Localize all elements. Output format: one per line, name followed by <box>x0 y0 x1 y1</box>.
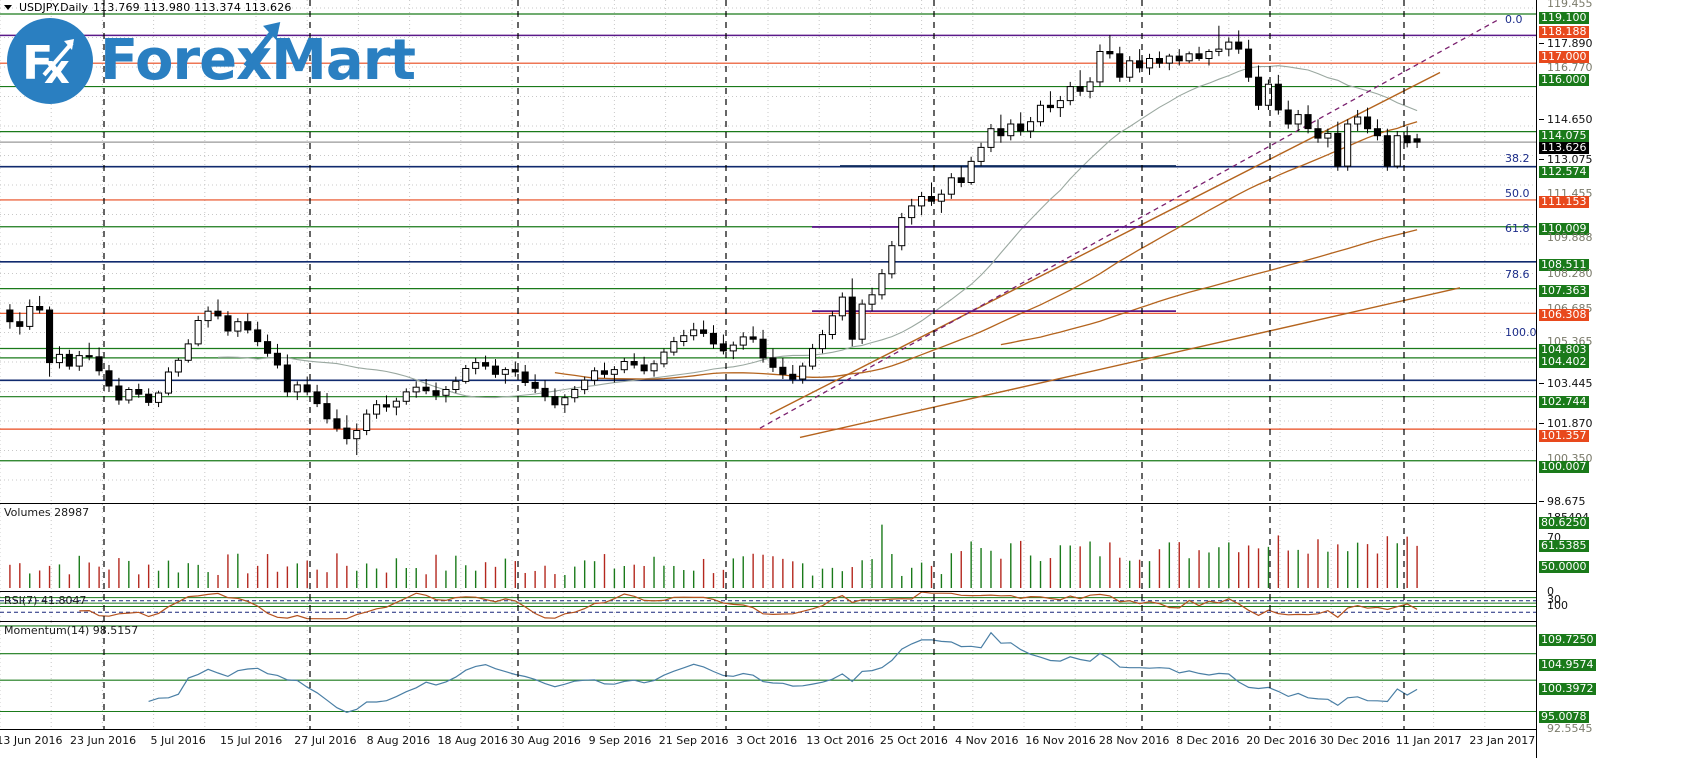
date-label: 23 Jan 2017 <box>1469 734 1536 747</box>
price-tick: 116.770 <box>1547 61 1593 74</box>
rsi-panel-title: RSI(7) 41.8047 <box>4 594 87 607</box>
price-tick: 0 <box>1547 585 1554 598</box>
price-tick: 113.075 <box>1539 154 1595 166</box>
rsi-chart-canvas[interactable] <box>0 592 1536 621</box>
date-label: 5 Jul 2016 <box>150 734 206 747</box>
price-tick: 106.308 <box>1539 308 1589 321</box>
price-tick: 116.000 <box>1539 73 1589 86</box>
date-label: 16 Nov 2016 <box>1025 734 1096 747</box>
date-label: 21 Sep 2016 <box>658 734 729 747</box>
price-tick: 112.574 <box>1539 165 1589 178</box>
price-tick: 61.5385 <box>1539 539 1589 552</box>
date-label: 30 Aug 2016 <box>510 734 581 747</box>
price-tick: 109.888 <box>1547 231 1593 244</box>
price-tick: 80.6250 <box>1539 516 1589 529</box>
price-tick: 117.890 <box>1539 38 1595 50</box>
price-tick: 50.0000 <box>1539 560 1589 573</box>
price-tick: 30 <box>1547 593 1561 606</box>
date-label: 30 Dec 2016 <box>1319 734 1391 747</box>
ohlc-values: 113.769 113.980 113.374 113.626 <box>92 0 292 14</box>
price-tick: 103.445 <box>1539 378 1595 390</box>
price-tick: 119.455 <box>1547 0 1593 10</box>
fibonacci-level-label: 50.0 <box>1505 187 1530 200</box>
price-tick: 104.9574 <box>1539 658 1596 671</box>
price-tick: 92.5545 <box>1547 722 1593 735</box>
fibonacci-level-label: 100.0 <box>1505 326 1537 339</box>
price-tick: 104.402 <box>1539 355 1589 368</box>
price-tick: 98.675 <box>1539 496 1588 508</box>
date-label: 11 Jan 2017 <box>1395 734 1462 747</box>
time-scale[interactable]: 13 Jun 2016 23 Jun 2016 5 Jul 2016 15 Jul 2… <box>0 729 1536 758</box>
date-label: 4 Nov 2016 <box>955 734 1019 747</box>
price-panel[interactable] <box>0 0 1536 503</box>
date-label: 13 Oct 2016 <box>806 734 875 747</box>
price-tick: 111.153 <box>1539 195 1589 208</box>
date-label: 8 Dec 2016 <box>1176 734 1240 747</box>
price-tick: 118.188 <box>1539 25 1589 38</box>
price-tick: 104.803 <box>1539 343 1589 356</box>
price-scale[interactable]: 119.455 119.100 118.188 117.890 117.000 116.7… <box>1536 0 1689 758</box>
date-label: 18 Aug 2016 <box>437 734 508 747</box>
date-label: 8 Aug 2016 <box>366 734 431 747</box>
price-tick: 102.744 <box>1539 395 1589 408</box>
momentum-panel-separator <box>0 621 1536 622</box>
symbol-label: USDJPY.Daily <box>19 0 88 14</box>
date-label: 13 Jun 2016 <box>0 734 63 747</box>
volumes-chart-canvas[interactable] <box>0 504 1536 590</box>
price-tick: 114.650 <box>1539 114 1595 126</box>
price-tick: 108.280 <box>1547 267 1593 280</box>
volumes-panel-title: Volumes 28987 <box>4 506 90 519</box>
momentum-chart-canvas[interactable] <box>0 622 1536 729</box>
rsi-panel[interactable] <box>0 592 1536 621</box>
volumes-panel[interactable] <box>0 504 1536 590</box>
price-tick: 110.009 <box>1539 222 1589 235</box>
price-tick: 107.363 <box>1539 284 1589 297</box>
fibonacci-level-label: 61.8 <box>1505 222 1530 235</box>
price-tick: 117.000 <box>1539 50 1589 63</box>
volumes-panel-separator <box>0 503 1536 504</box>
price-tick: 109.7250 <box>1539 633 1596 646</box>
date-label: 28 Nov 2016 <box>1098 734 1170 747</box>
price-tick: 100.007 <box>1539 460 1589 473</box>
date-label: 25 Oct 2016 <box>879 734 948 747</box>
price-tick: 95.0078 <box>1539 710 1589 723</box>
price-tick: 113.626 <box>1539 141 1589 154</box>
price-tick: 108.511 <box>1539 258 1589 271</box>
chart-header: USDJPY.Daily 113.769 113.980 113.374 113… <box>0 0 292 14</box>
date-label: 23 Jun 2016 <box>70 734 137 747</box>
price-tick: 101.357 <box>1539 429 1589 442</box>
date-label: 20 Dec 2016 <box>1246 734 1317 747</box>
price-tick: 100 <box>1547 599 1568 612</box>
date-label: 15 Jul 2016 <box>219 734 283 747</box>
date-label: 9 Sep 2016 <box>588 734 652 747</box>
rsi-panel-separator <box>0 591 1536 592</box>
date-label: 27 Jul 2016 <box>294 734 357 747</box>
price-chart-canvas[interactable] <box>0 0 1536 503</box>
price-tick: 114.075 <box>1539 129 1589 142</box>
price-tick: 119.100 <box>1539 11 1589 24</box>
price-tick: 101.870 <box>1539 418 1595 430</box>
momentum-panel[interactable] <box>0 622 1536 729</box>
fibonacci-level-label: 0.0 <box>1505 13 1523 26</box>
fibonacci-level-label: 78.6 <box>1505 268 1530 281</box>
momentum-panel-title: Momentum(14) 98.5157 <box>4 624 139 637</box>
caret-down-icon[interactable] <box>4 4 12 10</box>
date-label: 3 Oct 2016 <box>736 734 798 747</box>
fibonacci-level-label: 38.2 <box>1505 152 1530 165</box>
price-tick: 100.3972 <box>1539 682 1596 695</box>
